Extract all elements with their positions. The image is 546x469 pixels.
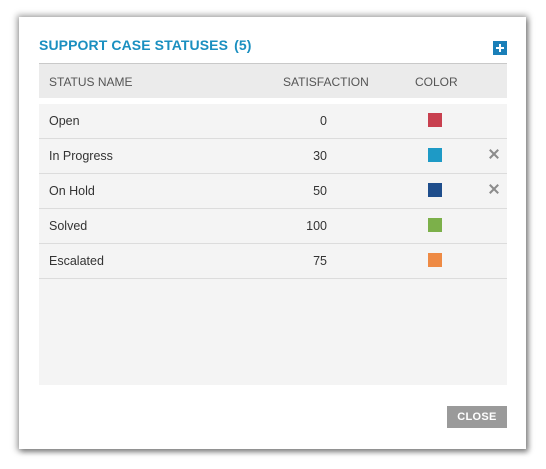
- column-header-satisfaction: SATISFACTION: [283, 75, 369, 89]
- satisfaction-value: 75: [313, 254, 327, 268]
- status-name: On Hold: [49, 184, 95, 198]
- color-swatch[interactable]: [428, 218, 442, 232]
- satisfaction-value: 30: [313, 149, 327, 163]
- status-count: (5): [234, 37, 252, 53]
- table-header: STATUS NAME SATISFACTION COLOR: [39, 63, 507, 98]
- color-swatch[interactable]: [428, 113, 442, 127]
- close-button[interactable]: CLOSE: [447, 406, 507, 428]
- color-swatch[interactable]: [428, 253, 442, 267]
- status-name: In Progress: [49, 149, 113, 163]
- close-icon[interactable]: [487, 147, 501, 161]
- plus-square-icon[interactable]: [493, 41, 507, 55]
- table-row[interactable]: On Hold 50: [39, 174, 507, 209]
- satisfaction-value: 50: [313, 184, 327, 198]
- support-case-statuses-dialog: SUPPORT CASE STATUSES (5) STATUS NAME SAT…: [19, 17, 526, 449]
- dialog-title-text: SUPPORT CASE STATUSES: [39, 37, 229, 53]
- status-name: Escalated: [49, 254, 104, 268]
- status-name: Solved: [49, 219, 88, 233]
- column-header-color: COLOR: [415, 75, 458, 89]
- status-table-body: Open 0 In Progress 30 On Hold 50 Solved 100 Esca…: [39, 104, 507, 385]
- table-row[interactable]: Escalated 75: [39, 244, 507, 279]
- dialog-title: SUPPORT CASE STATUSES (5): [39, 37, 251, 53]
- satisfaction-value: 100: [306, 219, 327, 233]
- table-row[interactable]: Solved 100: [39, 209, 507, 244]
- close-icon[interactable]: [487, 182, 501, 196]
- column-header-status-name: STATUS NAME: [49, 75, 133, 89]
- status-name: Open: [49, 114, 80, 128]
- table-row[interactable]: Open 0: [39, 104, 507, 139]
- color-swatch[interactable]: [428, 183, 442, 197]
- table-row[interactable]: In Progress 30: [39, 139, 507, 174]
- satisfaction-value: 0: [320, 114, 327, 128]
- color-swatch[interactable]: [428, 148, 442, 162]
